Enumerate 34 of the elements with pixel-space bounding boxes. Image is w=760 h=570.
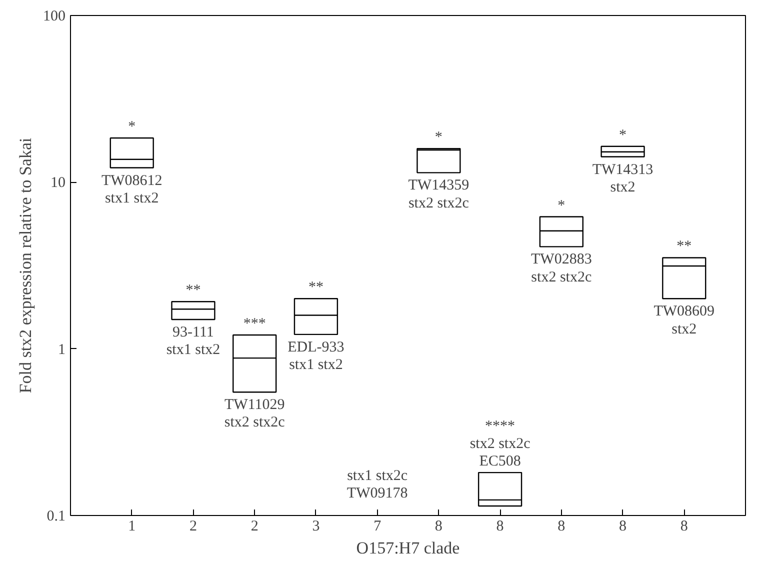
annotation: ** bbox=[308, 280, 324, 296]
annotation: * bbox=[619, 127, 627, 144]
x-tick-label: 8 bbox=[434, 518, 442, 534]
x-axis-title: O157:H7 clade bbox=[356, 538, 460, 558]
x-tick-label: 8 bbox=[619, 518, 627, 534]
annotation: TW08612 stx1 stx2 bbox=[101, 172, 162, 206]
y-tick-label: 1 bbox=[58, 342, 66, 358]
x-tick-label: 3 bbox=[312, 518, 320, 534]
annotation: EDL-933 stx1 stx2 bbox=[288, 339, 344, 374]
y-tick-label: 100 bbox=[43, 8, 66, 24]
annotation: ** bbox=[676, 238, 692, 255]
annotation: * bbox=[128, 119, 136, 136]
x-tick-label: 8 bbox=[496, 518, 504, 534]
annotation: TW11029 stx2 stx2c bbox=[224, 397, 286, 431]
y-axis-title: Fold stx2 expression relative to Sakai bbox=[16, 138, 35, 394]
x-tick-label: 8 bbox=[680, 518, 688, 534]
y-tick-label: 0.1 bbox=[46, 508, 66, 524]
x-tick-label: 8 bbox=[558, 518, 566, 534]
x-tick-label: 1 bbox=[128, 518, 136, 534]
annotation: * bbox=[434, 130, 442, 146]
annotation: 93-111 stx1 stx2 bbox=[166, 324, 220, 358]
annotation: TW08609 stx2 bbox=[654, 304, 715, 338]
x-tick-label: 7 bbox=[374, 518, 382, 534]
y-tick-label: 10 bbox=[50, 175, 66, 192]
annotation: **** stx2 stx2c EC508 bbox=[470, 418, 531, 470]
annotation: TW14359 stx2 stx2c bbox=[408, 178, 470, 212]
annotation: *** bbox=[243, 316, 266, 332]
x-tick-label: 2 bbox=[250, 518, 258, 534]
annotation: ** bbox=[186, 282, 201, 299]
annotation: stx1 stx2c TW09178 bbox=[346, 468, 408, 502]
annotation: TW02883 stx2 stx2c bbox=[531, 252, 592, 286]
annotation: * bbox=[558, 198, 566, 214]
annotation: TW14313 stx2 bbox=[592, 162, 654, 196]
x-tick-label: 2 bbox=[189, 518, 197, 534]
